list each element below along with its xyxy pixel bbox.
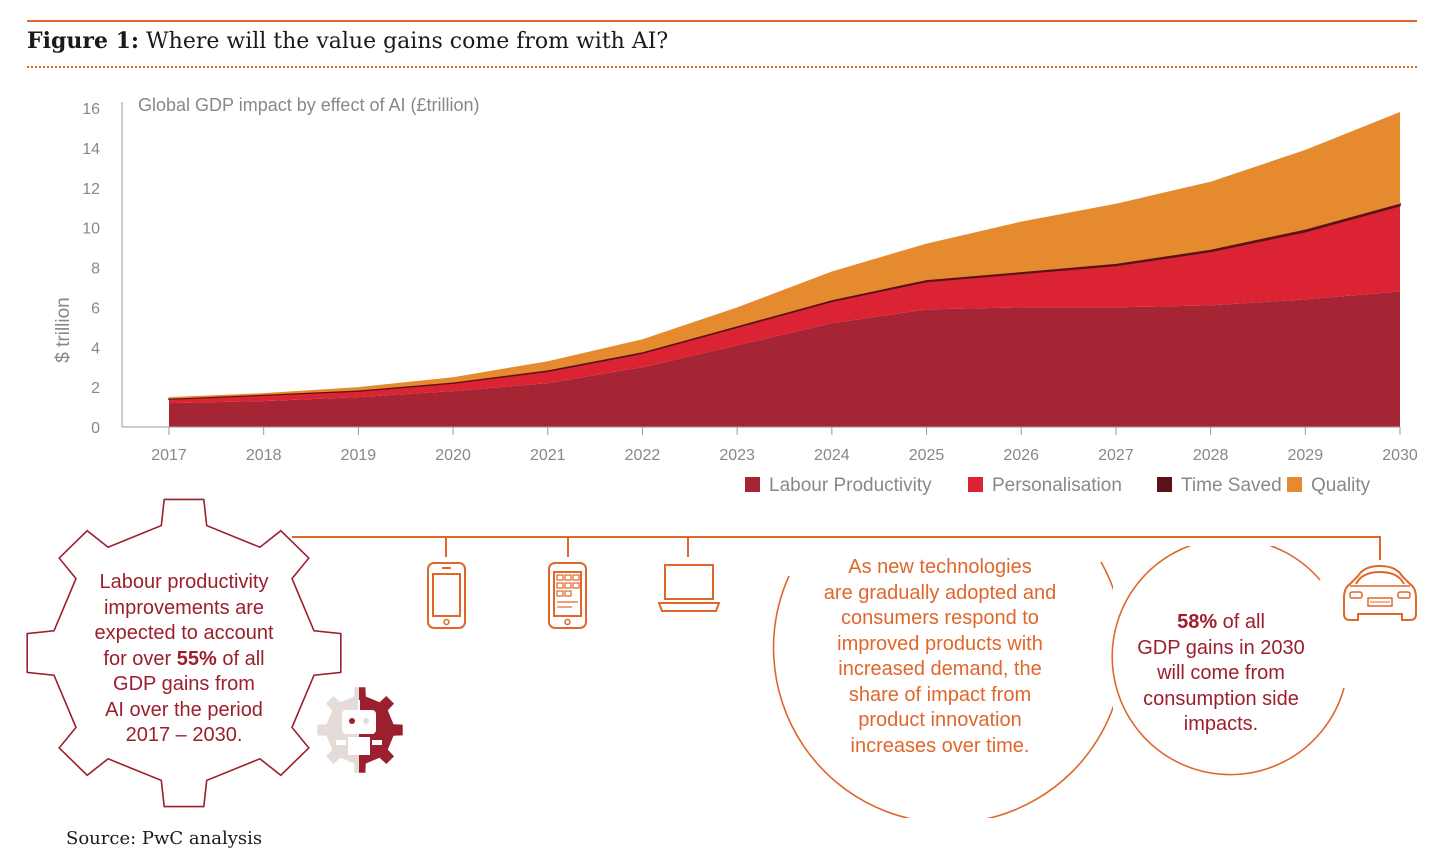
x-tick-label: 2020 xyxy=(435,447,471,464)
car-icon xyxy=(1343,564,1417,621)
y-tick-label: 14 xyxy=(82,141,100,158)
adoption-circle xyxy=(772,561,1113,818)
tablet-icon xyxy=(548,562,587,629)
top-rule xyxy=(27,20,1417,22)
area-personalisation xyxy=(169,205,1400,404)
callout-line: Labour productivity xyxy=(99,571,269,593)
x-tick-label: 2023 xyxy=(719,447,755,464)
callout-line: will come from xyxy=(1157,662,1285,684)
y-tick-label: 10 xyxy=(82,221,100,238)
callout-highlight: 58% xyxy=(1177,611,1218,633)
x-tick-label: 2028 xyxy=(1193,447,1229,464)
y-tick-label: 16 xyxy=(82,101,100,118)
legend-swatch xyxy=(745,477,760,492)
area-quality xyxy=(169,112,1400,399)
callout-line: for over 55% of all xyxy=(64,647,304,673)
x-tick-label: 2018 xyxy=(246,447,282,464)
labour-productivity-callout: Labour productivity improvements are exp… xyxy=(64,570,304,749)
figure-title-text: Where will the value gains come from wit… xyxy=(146,29,669,54)
source-note: Source: PwC analysis xyxy=(66,828,263,849)
callout-line: expected to account xyxy=(94,622,274,644)
callout-line: share of impact from xyxy=(848,683,1032,706)
laptop-icon xyxy=(657,564,721,612)
x-tick-label: 2025 xyxy=(909,447,945,464)
dotted-rule xyxy=(27,66,1417,68)
callout-line: consumption side xyxy=(1143,687,1299,710)
callout-line: increased demand, the xyxy=(838,658,1042,680)
figure-label: Figure 1: xyxy=(27,28,140,54)
x-tick-label: 2024 xyxy=(814,447,850,464)
figure-title: Figure 1: Where will the value gains com… xyxy=(27,28,668,54)
chart-title: Global GDP impact by effect of AI (£tril… xyxy=(138,95,479,115)
x-tick-label: 2021 xyxy=(530,447,566,464)
callout-line: improved products with xyxy=(837,632,1043,655)
callout-text: of all xyxy=(216,647,265,670)
legend-swatch xyxy=(1157,477,1172,492)
consumption-callout: 58% of all GDP gains in 2030 will come f… xyxy=(1118,610,1324,738)
legend-label: Personalisation xyxy=(992,475,1122,496)
x-tick-label: 2030 xyxy=(1382,447,1418,464)
y-tick-label: 6 xyxy=(91,300,100,317)
consumption-circle xyxy=(1111,546,1345,776)
legend-swatch xyxy=(968,477,983,492)
phone-icon xyxy=(427,562,466,629)
chart-legend: Labour Productivity Personalisation Time S… xyxy=(745,475,1371,496)
x-tick-label: 2019 xyxy=(341,447,377,464)
timeline-connector xyxy=(292,536,1381,560)
callout-line: GDP gains from xyxy=(113,673,255,695)
robot-gear-icon xyxy=(317,687,403,773)
x-tick-label: 2027 xyxy=(1098,447,1134,464)
y-tick-label: 4 xyxy=(91,340,100,357)
x-tick-label: 2022 xyxy=(625,447,661,464)
callout-line: product innovation xyxy=(858,709,1022,731)
callout-line: GDP gains in 2030 xyxy=(1137,636,1305,659)
legend-swatch xyxy=(1287,477,1302,492)
callout-line: consumers respond to xyxy=(841,607,1039,629)
y-tick-label: 0 xyxy=(91,420,100,437)
adoption-callout: As new technologies are gradually adopte… xyxy=(790,555,1090,759)
legend-label: Quality xyxy=(1311,475,1371,496)
x-tick-label: 2017 xyxy=(151,447,187,464)
callout-line: impacts. xyxy=(1183,713,1259,735)
gear-outline-icon xyxy=(26,498,342,808)
callout-line: improvements are xyxy=(103,596,265,619)
x-tick-labels: 2017 2018 2019 2020 2021 2022 2023 2024 2025 2026… xyxy=(151,427,1418,464)
chart-areas xyxy=(168,112,1401,427)
callout-line: As new technologies xyxy=(848,556,1032,578)
callout-line: are gradually adopted and xyxy=(823,581,1057,604)
callout-text: for over xyxy=(103,647,177,670)
area-labour-productivity xyxy=(169,291,1400,427)
callout-line: 2017 – 2030. xyxy=(125,724,243,746)
y-axis-label: $ trillion xyxy=(53,297,74,362)
callout-line: AI over the period xyxy=(105,698,263,721)
callout-line: increases over time. xyxy=(850,734,1030,757)
y-tick-label: 12 xyxy=(82,181,100,198)
y-tick-labels: 0 2 4 6 8 10 12 14 16 xyxy=(82,101,100,437)
callout-line: 58% of all xyxy=(1118,610,1324,636)
callout-text: of all xyxy=(1217,611,1265,633)
x-tick-label: 2026 xyxy=(1003,447,1039,464)
y-tick-label: 8 xyxy=(91,261,100,278)
callout-highlight: 55% xyxy=(176,647,217,670)
y-tick-label: 2 xyxy=(91,380,100,397)
legend-label: Labour Productivity xyxy=(769,475,932,496)
chart-axes xyxy=(121,102,1400,428)
x-tick-label: 2029 xyxy=(1288,447,1324,464)
legend-label: Time Saved xyxy=(1181,475,1282,496)
